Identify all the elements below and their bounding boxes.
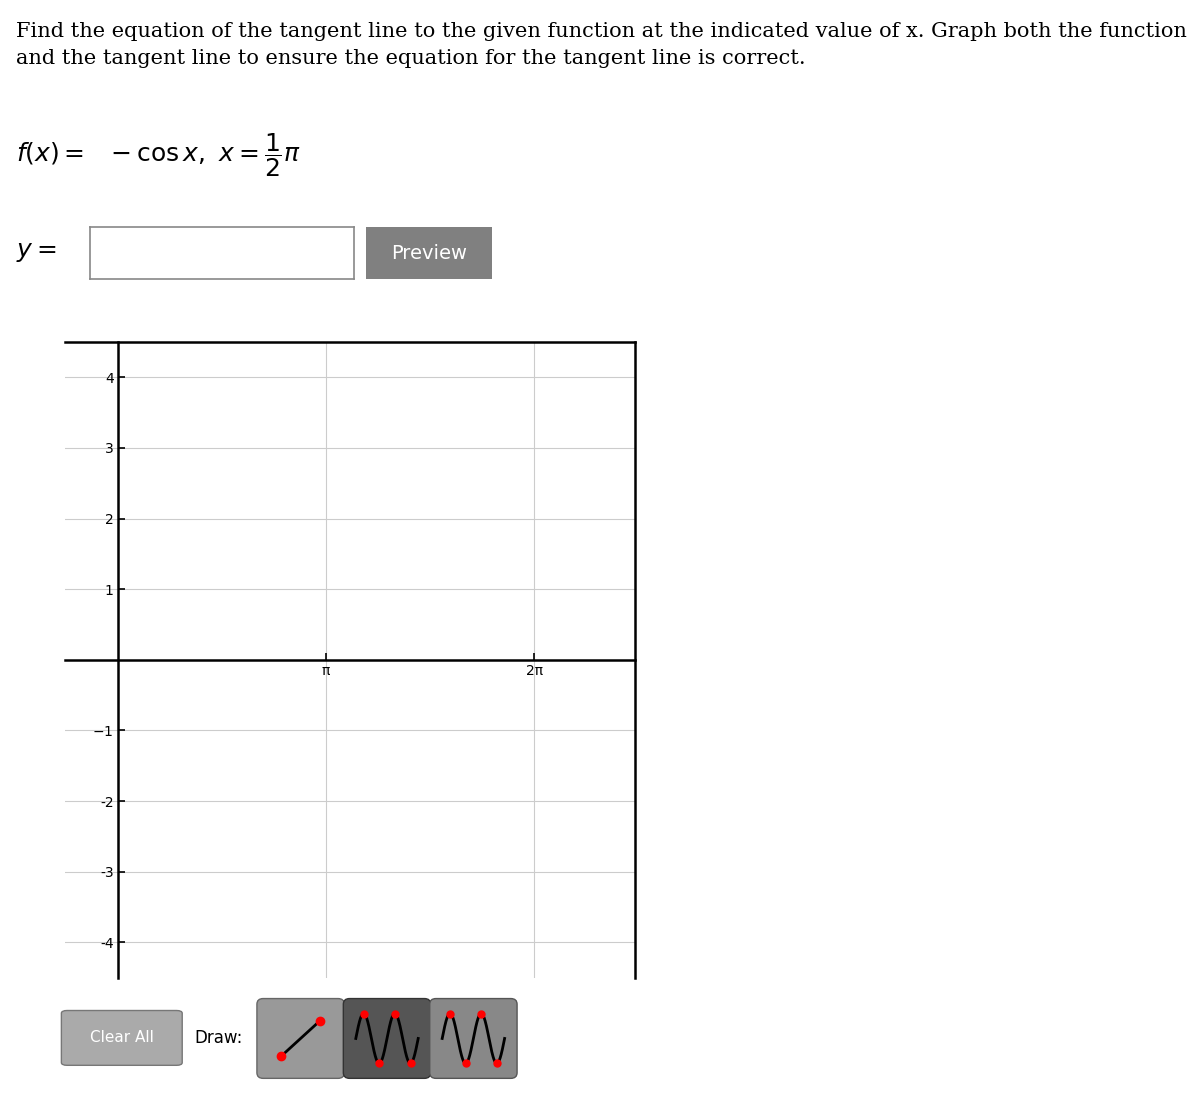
FancyBboxPatch shape: [257, 998, 344, 1078]
Text: Clear All: Clear All: [90, 1030, 154, 1046]
FancyBboxPatch shape: [343, 998, 431, 1078]
Text: and the tangent line to ensure the equation for the tangent line is correct.: and the tangent line to ensure the equat…: [16, 49, 805, 68]
FancyBboxPatch shape: [430, 998, 517, 1078]
Text: $y = $: $y = $: [16, 241, 56, 263]
FancyBboxPatch shape: [61, 1011, 182, 1065]
Text: $f(x) = \ \ -\cos x, \ x = \dfrac{1}{2}\pi$: $f(x) = \ \ -\cos x, \ x = \dfrac{1}{2}\…: [16, 132, 300, 180]
Text: Draw:: Draw:: [194, 1029, 242, 1047]
Text: Find the equation of the tangent line to the given function at the indicated val: Find the equation of the tangent line to…: [16, 22, 1187, 41]
Text: Preview: Preview: [391, 243, 467, 263]
